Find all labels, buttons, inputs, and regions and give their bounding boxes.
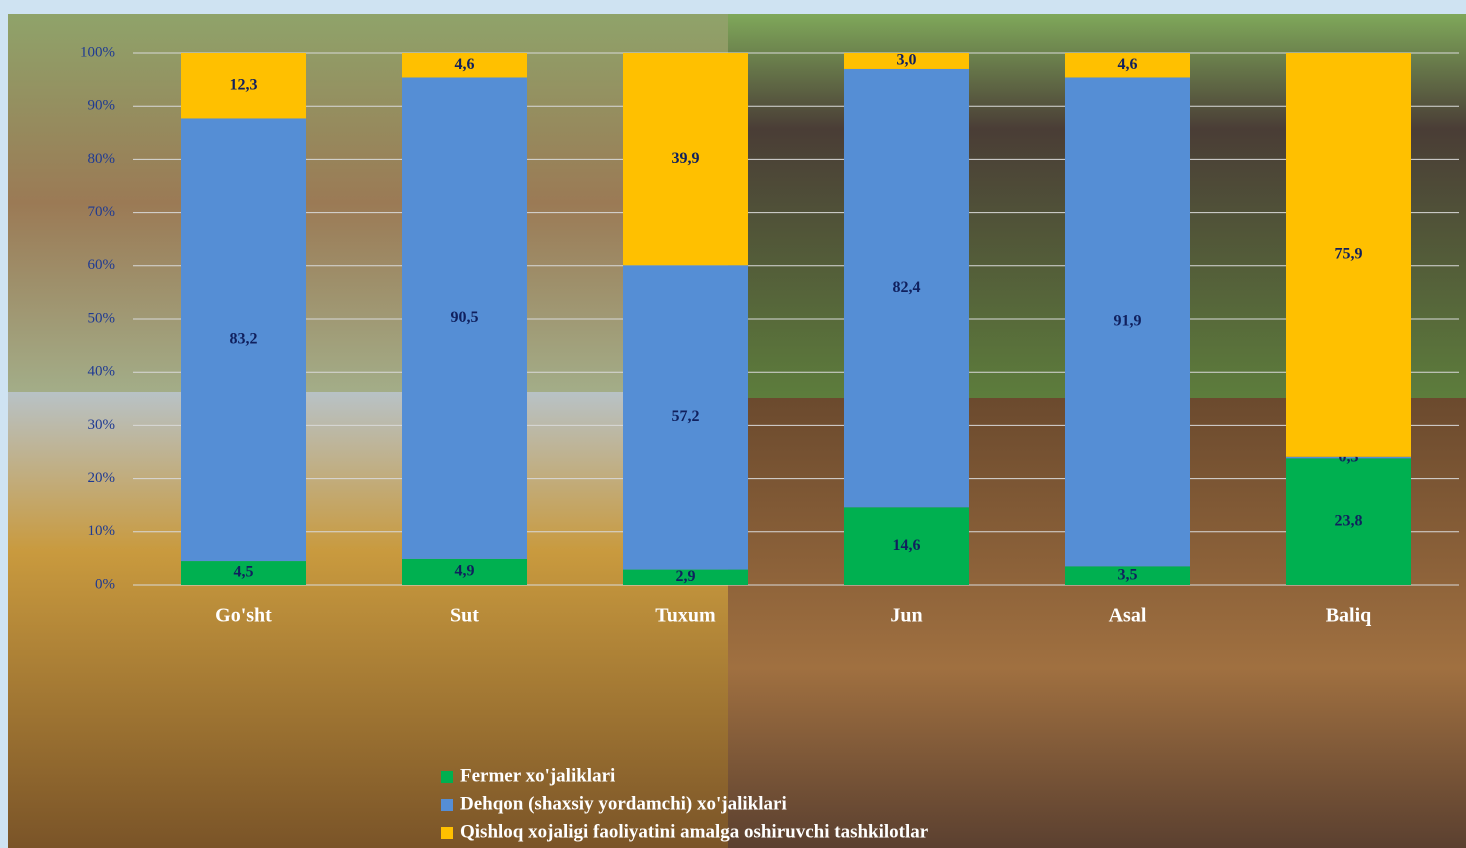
bar-segment	[844, 507, 969, 585]
y-tick-label: 30%	[88, 417, 116, 433]
y-tick-label: 0%	[95, 576, 115, 592]
y-tick-label: 100%	[80, 44, 115, 60]
legend-swatch	[441, 771, 453, 783]
y-tick-label: 80%	[88, 151, 116, 167]
bar-segment	[1286, 458, 1411, 585]
bar-segment	[181, 118, 306, 562]
data-label: 12,3	[230, 76, 258, 93]
bar-segment	[1286, 456, 1411, 459]
legend-swatch	[441, 799, 453, 811]
data-label: 4,6	[455, 56, 475, 73]
bar-segment	[623, 265, 748, 570]
data-label: 4,6	[1118, 56, 1138, 73]
bar-segment	[181, 53, 306, 119]
legend-swatch	[441, 827, 453, 839]
y-tick-label: 10%	[88, 523, 116, 539]
data-label: 91,9	[1114, 313, 1142, 330]
data-label: 39,9	[672, 150, 700, 167]
bar-segment	[402, 53, 527, 78]
x-tick-label: Tuxum	[655, 605, 716, 627]
data-label: 14,6	[893, 537, 921, 554]
bar-segment	[1065, 53, 1190, 78]
bar-segment	[623, 569, 748, 585]
data-label: 57,2	[672, 408, 700, 425]
data-label: 2,9	[676, 568, 696, 585]
legend-label: Fermer xo'jaliklari	[460, 765, 615, 786]
y-tick-label: 40%	[88, 364, 116, 380]
data-label: 4,9	[455, 563, 475, 580]
y-tick-label: 70%	[88, 204, 116, 220]
y-tick-label: 90%	[88, 98, 116, 114]
bar-segment	[1065, 566, 1190, 585]
legend-label: Qishloq xojaligi faoliyatini amalga oshi…	[460, 821, 929, 842]
plot: 0% 10% 20% 30% 40% 50% 60% 70% 80% 90% 100% 4,5 83,2…	[80, 44, 1459, 842]
x-tick-label: Asal	[1109, 605, 1147, 627]
bar-segment	[623, 53, 748, 266]
photo-cows	[8, 14, 728, 392]
y-tick-label: 60%	[88, 257, 116, 273]
x-tick-label: Sut	[450, 605, 479, 627]
bar-segment	[402, 558, 527, 585]
bar-segment	[844, 53, 969, 69]
x-tick-label: Jun	[890, 605, 922, 627]
bar-segment	[181, 561, 306, 585]
x-tick-label: Baliq	[1326, 605, 1372, 627]
data-label: 23,8	[1335, 512, 1363, 529]
bar-segment	[844, 68, 969, 508]
photo-bread	[8, 392, 728, 848]
bar-segment	[1286, 53, 1411, 457]
y-tick-label: 20%	[88, 470, 116, 486]
legend-label: Dehqon (shaxsiy yordamchi) xo'jaliklari	[460, 793, 787, 814]
x-tick-label: Go'sht	[215, 605, 272, 627]
y-tick-label: 50%	[88, 310, 116, 326]
data-label: 82,4	[893, 279, 921, 296]
data-label: 90,5	[451, 309, 479, 326]
bar-segment	[402, 77, 527, 559]
data-label: 3,5	[1118, 566, 1138, 583]
data-label: 75,9	[1335, 246, 1363, 263]
data-label: 4,5	[234, 564, 254, 581]
bar-segment	[1065, 77, 1190, 567]
data-label: 83,2	[230, 330, 258, 347]
data-label: 3,0	[897, 52, 917, 69]
